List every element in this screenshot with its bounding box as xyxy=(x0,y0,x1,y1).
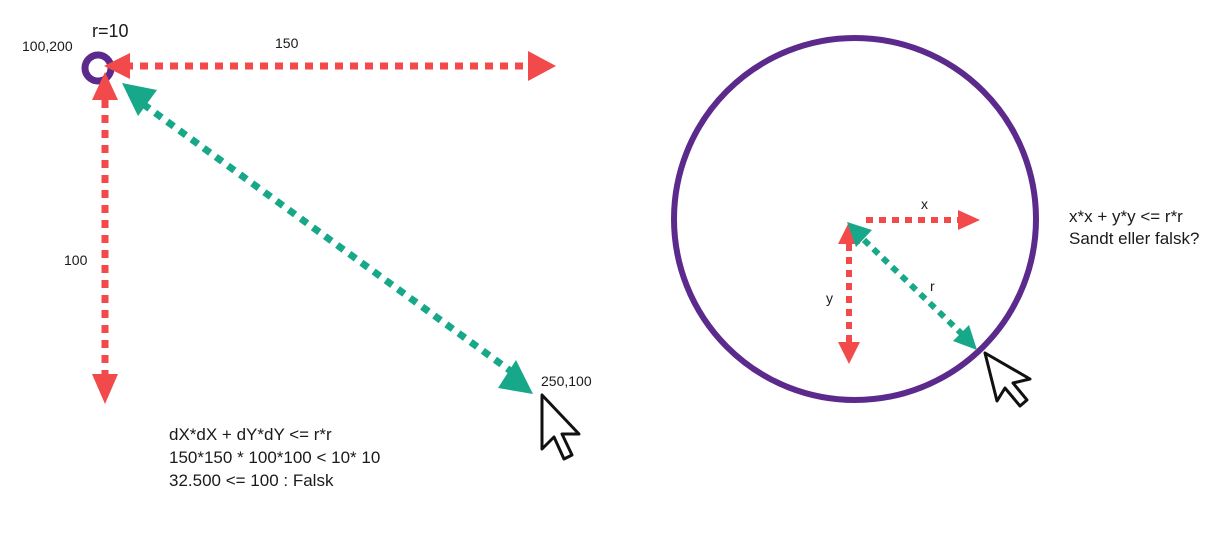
radius-label: r=10 xyxy=(92,21,129,41)
cursor-icon xyxy=(540,393,581,461)
left-diagram: r=10 100,200 150 100 250,100 dX*dX + dY*… xyxy=(22,21,592,490)
right-diagram: x y r x*x + y*y <= r*r Sandt eller falsk… xyxy=(671,35,1199,408)
arrow-head-left xyxy=(104,53,130,79)
arrow-head-upper-left xyxy=(847,222,872,247)
y-label: y xyxy=(826,290,833,306)
horizontal-distance-label: 150 xyxy=(275,35,299,51)
x-arrow xyxy=(866,210,980,230)
x-label: x xyxy=(921,196,928,212)
arrow-head-lower-right xyxy=(953,325,977,350)
target-label: 250,100 xyxy=(541,373,592,389)
formula-line: dX*dX + dY*dY <= r*r xyxy=(169,425,332,444)
formula-line: x*x + y*y <= r*r xyxy=(1069,207,1183,226)
arrow-head-lower-right xyxy=(498,360,533,394)
r-arrow xyxy=(847,222,977,350)
formula-line: 150*150 * 100*100 < 10* 10 xyxy=(169,448,380,467)
arrow-head-down xyxy=(838,342,860,364)
arrow-head-right xyxy=(958,210,980,230)
question-line: Sandt eller falsk? xyxy=(1069,229,1199,248)
large-circle xyxy=(671,35,1039,403)
horizontal-arrow xyxy=(104,51,556,81)
origin-label: 100,200 xyxy=(22,38,73,54)
r-label: r xyxy=(930,278,935,294)
vertical-distance-label: 100 xyxy=(64,252,88,268)
arrow-head-up xyxy=(92,72,118,100)
cursor-icon xyxy=(983,351,1032,408)
arrow-head-right xyxy=(528,51,556,81)
formula-line: 32.500 <= 100 : Falsk xyxy=(169,471,334,490)
vertical-arrow xyxy=(92,72,118,404)
diagonal-arrow xyxy=(122,83,533,394)
arrow-head-down xyxy=(92,374,118,404)
arrow-head-upper-left xyxy=(122,83,157,116)
